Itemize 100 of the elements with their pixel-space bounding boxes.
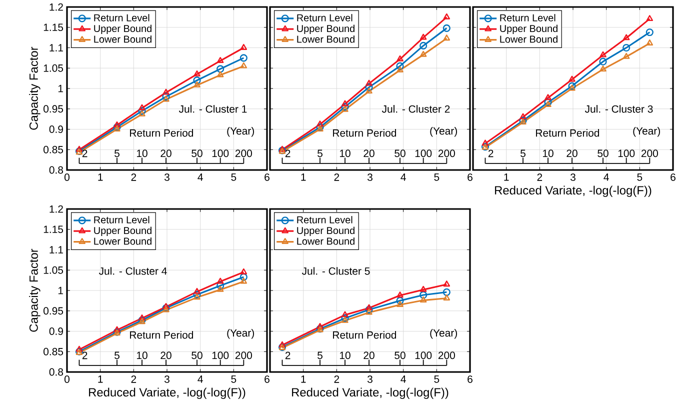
y-tick-label: 0.85: [44, 348, 64, 356]
point: [194, 294, 200, 300]
annotation: Return Period: [333, 129, 396, 137]
point: [342, 106, 348, 112]
x-tick-label: 2: [131, 174, 136, 181]
legend-label: Upper Bound: [500, 24, 558, 34]
point: [193, 76, 201, 84]
y-tick-label: 1.15: [44, 226, 64, 234]
annotation: 200: [438, 150, 455, 158]
point: [396, 300, 404, 307]
point: [193, 290, 201, 298]
point: [76, 146, 83, 152]
point: [420, 34, 427, 40]
point: [420, 42, 428, 50]
point: [366, 80, 372, 86]
point: [341, 103, 349, 111]
point: [568, 84, 576, 91]
point: [600, 51, 606, 58]
y-tick-label: 0.85: [44, 146, 64, 154]
annotation: 200: [235, 352, 252, 360]
point: [162, 92, 170, 100]
point: [216, 282, 224, 290]
y-tick-label: 1.2: [50, 3, 63, 11]
point: [138, 107, 146, 115]
annotation: 50: [192, 150, 202, 158]
point: [162, 88, 170, 95]
annotation: 20: [160, 150, 172, 158]
x-tick-label: 5: [231, 174, 236, 181]
point: [316, 120, 324, 127]
point: [365, 306, 373, 314]
point: [646, 39, 654, 46]
annotation: Jul. - Cluster 1: [178, 105, 247, 113]
point: [568, 82, 576, 90]
annotation: (Year): [227, 328, 254, 339]
x-tick-label: 5: [434, 174, 440, 181]
annotation: Return Period: [333, 331, 396, 339]
point: [443, 13, 450, 20]
annotation: 5: [520, 150, 526, 158]
annotation: 50: [598, 150, 608, 158]
annotation: 100: [618, 150, 635, 158]
x-tick-label: 6: [264, 174, 270, 181]
annotation: 20: [364, 352, 374, 360]
annotation: 10: [542, 150, 554, 158]
annotation: (Year): [227, 126, 254, 137]
point: [442, 288, 450, 296]
point: [646, 28, 654, 36]
y-axis-title: Capacity Factor: [29, 248, 40, 332]
point: [240, 278, 248, 284]
point: [396, 62, 404, 70]
point: [420, 50, 427, 57]
annotation: 5: [114, 150, 120, 158]
annotation: 50: [394, 352, 406, 360]
annotation: 5: [114, 352, 120, 360]
annotation: Return Period: [130, 331, 194, 339]
x-tick-label: 2: [131, 376, 136, 383]
y-tick-label: 1.1: [50, 44, 63, 52]
x-tick-label: 2: [537, 174, 542, 181]
annotation: Jul. - Cluster 5: [302, 267, 370, 275]
point: [76, 346, 83, 352]
legend-label: Lower Bound: [94, 237, 152, 245]
point: [366, 308, 372, 315]
legend-label: Return Level: [94, 216, 150, 224]
point: [520, 113, 526, 120]
annotation: 20: [160, 352, 172, 360]
y-tick-label: 0.95: [44, 307, 64, 315]
point: [162, 96, 170, 102]
point: [396, 66, 404, 72]
y-axis-title: Capacity Factor: [29, 46, 40, 130]
point: [544, 98, 552, 106]
x-tick-label: 3: [367, 376, 372, 383]
y-tick-label: 0.9: [49, 328, 63, 335]
point: [599, 58, 607, 66]
annotation: 20: [566, 150, 578, 158]
legend-label: Lower Bound: [500, 35, 558, 43]
y-tick-label: 1.05: [44, 64, 64, 72]
point: [162, 303, 170, 309]
x-tick-label: 5: [434, 376, 440, 383]
legend-label: Lower Bound: [297, 35, 354, 43]
point: [622, 52, 630, 59]
y-tick-label: 1.1: [50, 246, 63, 254]
point: [240, 268, 248, 274]
y-tick-label: 0.9: [49, 126, 63, 133]
legend-label: Return Level: [500, 14, 556, 22]
x-tick-label: 4: [604, 174, 609, 181]
x-tick-label: 1: [98, 376, 103, 383]
annotation: 2: [82, 150, 88, 158]
annotation: 50: [192, 352, 202, 360]
x-tick-label: 3: [164, 376, 170, 383]
y-tick-label: 1: [58, 286, 63, 294]
x-tick-label: 2: [334, 174, 340, 181]
point: [622, 44, 630, 52]
y-tick-label: 0.95: [44, 105, 64, 113]
point: [194, 81, 200, 88]
annotation: 10: [340, 150, 350, 158]
y-tick-label: 1: [58, 84, 63, 92]
annotation: 100: [415, 150, 432, 158]
point: [366, 304, 372, 310]
x-tick-label: 4: [198, 174, 203, 181]
point: [316, 322, 324, 329]
annotation: 5: [318, 150, 322, 158]
